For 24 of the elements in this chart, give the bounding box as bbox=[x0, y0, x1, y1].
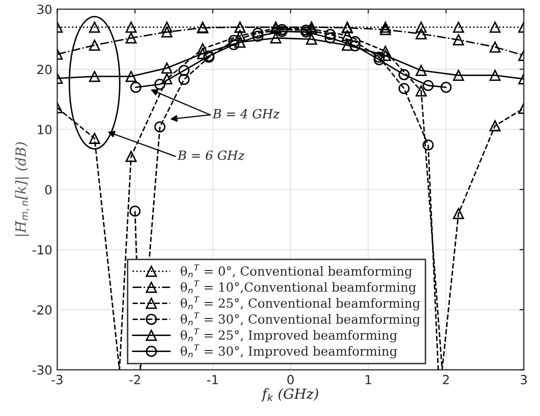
legend-label: θ$_{n}$$^{T}$ = 25°, Conventional beamforming bbox=[180, 296, 420, 310]
x-tick-label: -3 bbox=[52, 374, 62, 384]
x-tick-label: -2 bbox=[129, 374, 140, 384]
y-axis-title: |H̃$_{m,n}$[k]| (dB) bbox=[14, 142, 30, 236]
y-tick-label: 30 bbox=[37, 4, 52, 14]
y-tick-label: -30 bbox=[32, 365, 52, 375]
legend-label: θ$_{n}$$^{T}$ = 0°, Conventional beamforming bbox=[180, 264, 412, 278]
y-tick-label: -20 bbox=[32, 305, 52, 315]
x-tick-label: 3 bbox=[520, 374, 527, 384]
annotation: B = 4 GHz bbox=[212, 109, 280, 119]
legend-label: θ$_{n}$$^{T}$ = 30°, Improved beamforming bbox=[180, 344, 398, 358]
annotation: B = 6 GHz bbox=[177, 150, 245, 160]
y-tick-label: -10 bbox=[32, 245, 52, 255]
y-tick-label: 10 bbox=[38, 124, 52, 134]
x-tick-label: 1 bbox=[366, 375, 372, 384]
x-tick-label: 0 bbox=[287, 374, 294, 384]
x-tick-label: 2 bbox=[442, 374, 449, 384]
x-axis-title: f$_{k}$ (GHz) bbox=[261, 388, 318, 402]
y-tick-label: 0 bbox=[45, 184, 52, 194]
legend-label: θ$_{n}$$^{T}$ = 10°,Conventional beamforming bbox=[180, 280, 416, 294]
x-tick-label: -1 bbox=[207, 375, 218, 384]
y-tick-label: 20 bbox=[37, 64, 52, 74]
legend-label: θ$_{n}$$^{T}$ = 25°, Improved beamforming bbox=[180, 328, 398, 342]
legend-label: θ$_{n}$$^{T}$ = 30°, Conventional beamforming bbox=[180, 312, 420, 326]
